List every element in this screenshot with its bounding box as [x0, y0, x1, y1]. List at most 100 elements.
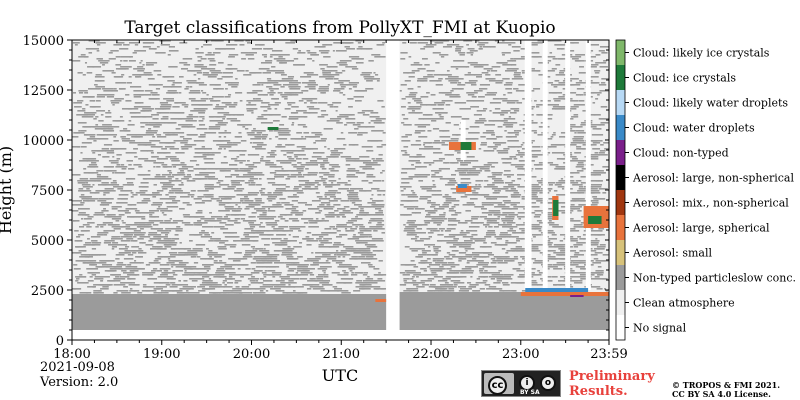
low-conc-speckle — [204, 176, 210, 178]
low-conc-speckle — [121, 168, 127, 170]
low-conc-speckle — [570, 260, 583, 262]
low-conc-speckle — [457, 160, 463, 162]
low-conc-speckle — [298, 230, 302, 232]
low-conc-speckle — [599, 244, 606, 246]
low-conc-speckle — [189, 278, 202, 280]
low-conc-speckle — [554, 104, 560, 106]
low-conc-speckle — [260, 188, 266, 190]
low-conc-speckle — [255, 148, 266, 150]
low-conc-speckle — [479, 166, 490, 168]
low-conc-speckle — [471, 242, 475, 244]
low-conc-speckle — [455, 48, 462, 50]
low-conc-speckle — [124, 210, 128, 212]
low-conc-speckle — [479, 246, 492, 248]
low-conc-speckle — [91, 240, 98, 242]
low-conc-speckle — [104, 216, 112, 218]
low-conc-speckle — [126, 228, 135, 230]
low-conc-speckle — [587, 188, 598, 190]
low-conc-speckle — [419, 238, 429, 240]
low-conc-speckle — [349, 192, 358, 194]
low-conc-speckle — [284, 262, 295, 264]
low-conc-speckle — [222, 292, 227, 294]
low-conc-speckle — [340, 132, 344, 134]
low-conc-speckle — [547, 202, 555, 204]
low-conc-speckle — [438, 158, 445, 160]
low-conc-speckle — [554, 184, 562, 186]
low-conc-speckle — [317, 274, 329, 276]
low-conc-speckle — [419, 64, 422, 66]
low-conc-speckle — [184, 224, 194, 226]
low-conc-speckle — [267, 216, 274, 218]
low-conc-speckle — [594, 70, 601, 72]
y-tick-label-4: 10000 — [23, 134, 64, 149]
low-conc-speckle — [339, 234, 348, 236]
low-conc-speckle — [192, 248, 203, 250]
low-conc-speckle — [368, 76, 373, 78]
low-conc-speckle — [145, 124, 156, 126]
low-conc-speckle — [178, 168, 189, 170]
low-conc-speckle — [161, 164, 168, 166]
low-conc-speckle — [519, 160, 523, 162]
low-conc-speckle — [181, 182, 184, 184]
low-conc-speckle — [134, 44, 139, 46]
low-conc-speckle — [479, 268, 485, 270]
low-conc-speckle — [357, 132, 368, 134]
low-conc-speckle — [469, 126, 480, 128]
low-conc-speckle — [353, 200, 362, 202]
low-conc-speckle — [530, 130, 537, 132]
low-conc-speckle — [547, 276, 552, 278]
low-conc-speckle — [330, 170, 339, 172]
low-conc-speckle — [107, 110, 111, 112]
low-conc-speckle — [466, 156, 475, 158]
low-conc-speckle — [377, 194, 382, 196]
low-conc-speckle — [209, 292, 213, 294]
low-conc-speckle — [163, 214, 167, 216]
low-conc-speckle — [338, 188, 349, 190]
low-conc-speckle — [483, 242, 487, 244]
low-conc-speckle — [377, 44, 385, 46]
low-conc-speckle — [220, 262, 227, 264]
low-conc-speckle — [236, 156, 240, 158]
low-conc-speckle — [327, 258, 337, 260]
low-conc-speckle — [521, 230, 527, 232]
low-conc-speckle — [244, 182, 251, 184]
low-conc-speckle — [321, 218, 325, 220]
low-conc-speckle — [82, 262, 86, 264]
low-conc-speckle — [242, 174, 252, 176]
layer-10 — [588, 216, 602, 224]
low-conc-speckle — [316, 278, 324, 280]
low-conc-speckle — [266, 78, 272, 80]
low-conc-speckle — [275, 188, 286, 190]
low-conc-speckle — [112, 218, 120, 220]
low-conc-speckle — [282, 292, 288, 294]
low-conc-speckle — [445, 200, 455, 202]
low-conc-speckle — [520, 156, 523, 158]
low-conc-speckle — [183, 248, 192, 250]
low-conc-speckle — [295, 196, 298, 198]
low-conc-speckle — [228, 54, 239, 56]
low-conc-speckle — [538, 182, 543, 184]
low-conc-speckle — [556, 254, 569, 256]
low-conc-speckle — [595, 180, 603, 182]
license-text: BY SA — [520, 389, 540, 396]
low-conc-speckle — [573, 280, 583, 282]
low-conc-speckle — [280, 278, 291, 280]
low-conc-speckle — [320, 166, 325, 168]
low-conc-speckle — [333, 152, 341, 154]
low-conc-speckle — [172, 166, 177, 168]
low-conc-speckle — [91, 248, 97, 250]
low-conc-speckle — [351, 272, 354, 274]
low-conc-speckle — [236, 188, 245, 190]
low-conc-speckle — [155, 174, 161, 176]
low-conc-speckle — [373, 280, 386, 282]
low-conc-speckle — [216, 182, 221, 184]
low-conc-speckle — [357, 126, 368, 128]
low-conc-speckle — [548, 238, 557, 240]
low-conc-speckle — [428, 264, 440, 266]
data-column-1 — [399, 40, 609, 330]
low-conc-speckle — [331, 272, 340, 274]
low-conc-speckle — [87, 286, 95, 288]
low-conc-speckle — [145, 132, 158, 134]
low-conc-speckle — [455, 46, 464, 48]
low-conc-speckle — [175, 152, 185, 154]
